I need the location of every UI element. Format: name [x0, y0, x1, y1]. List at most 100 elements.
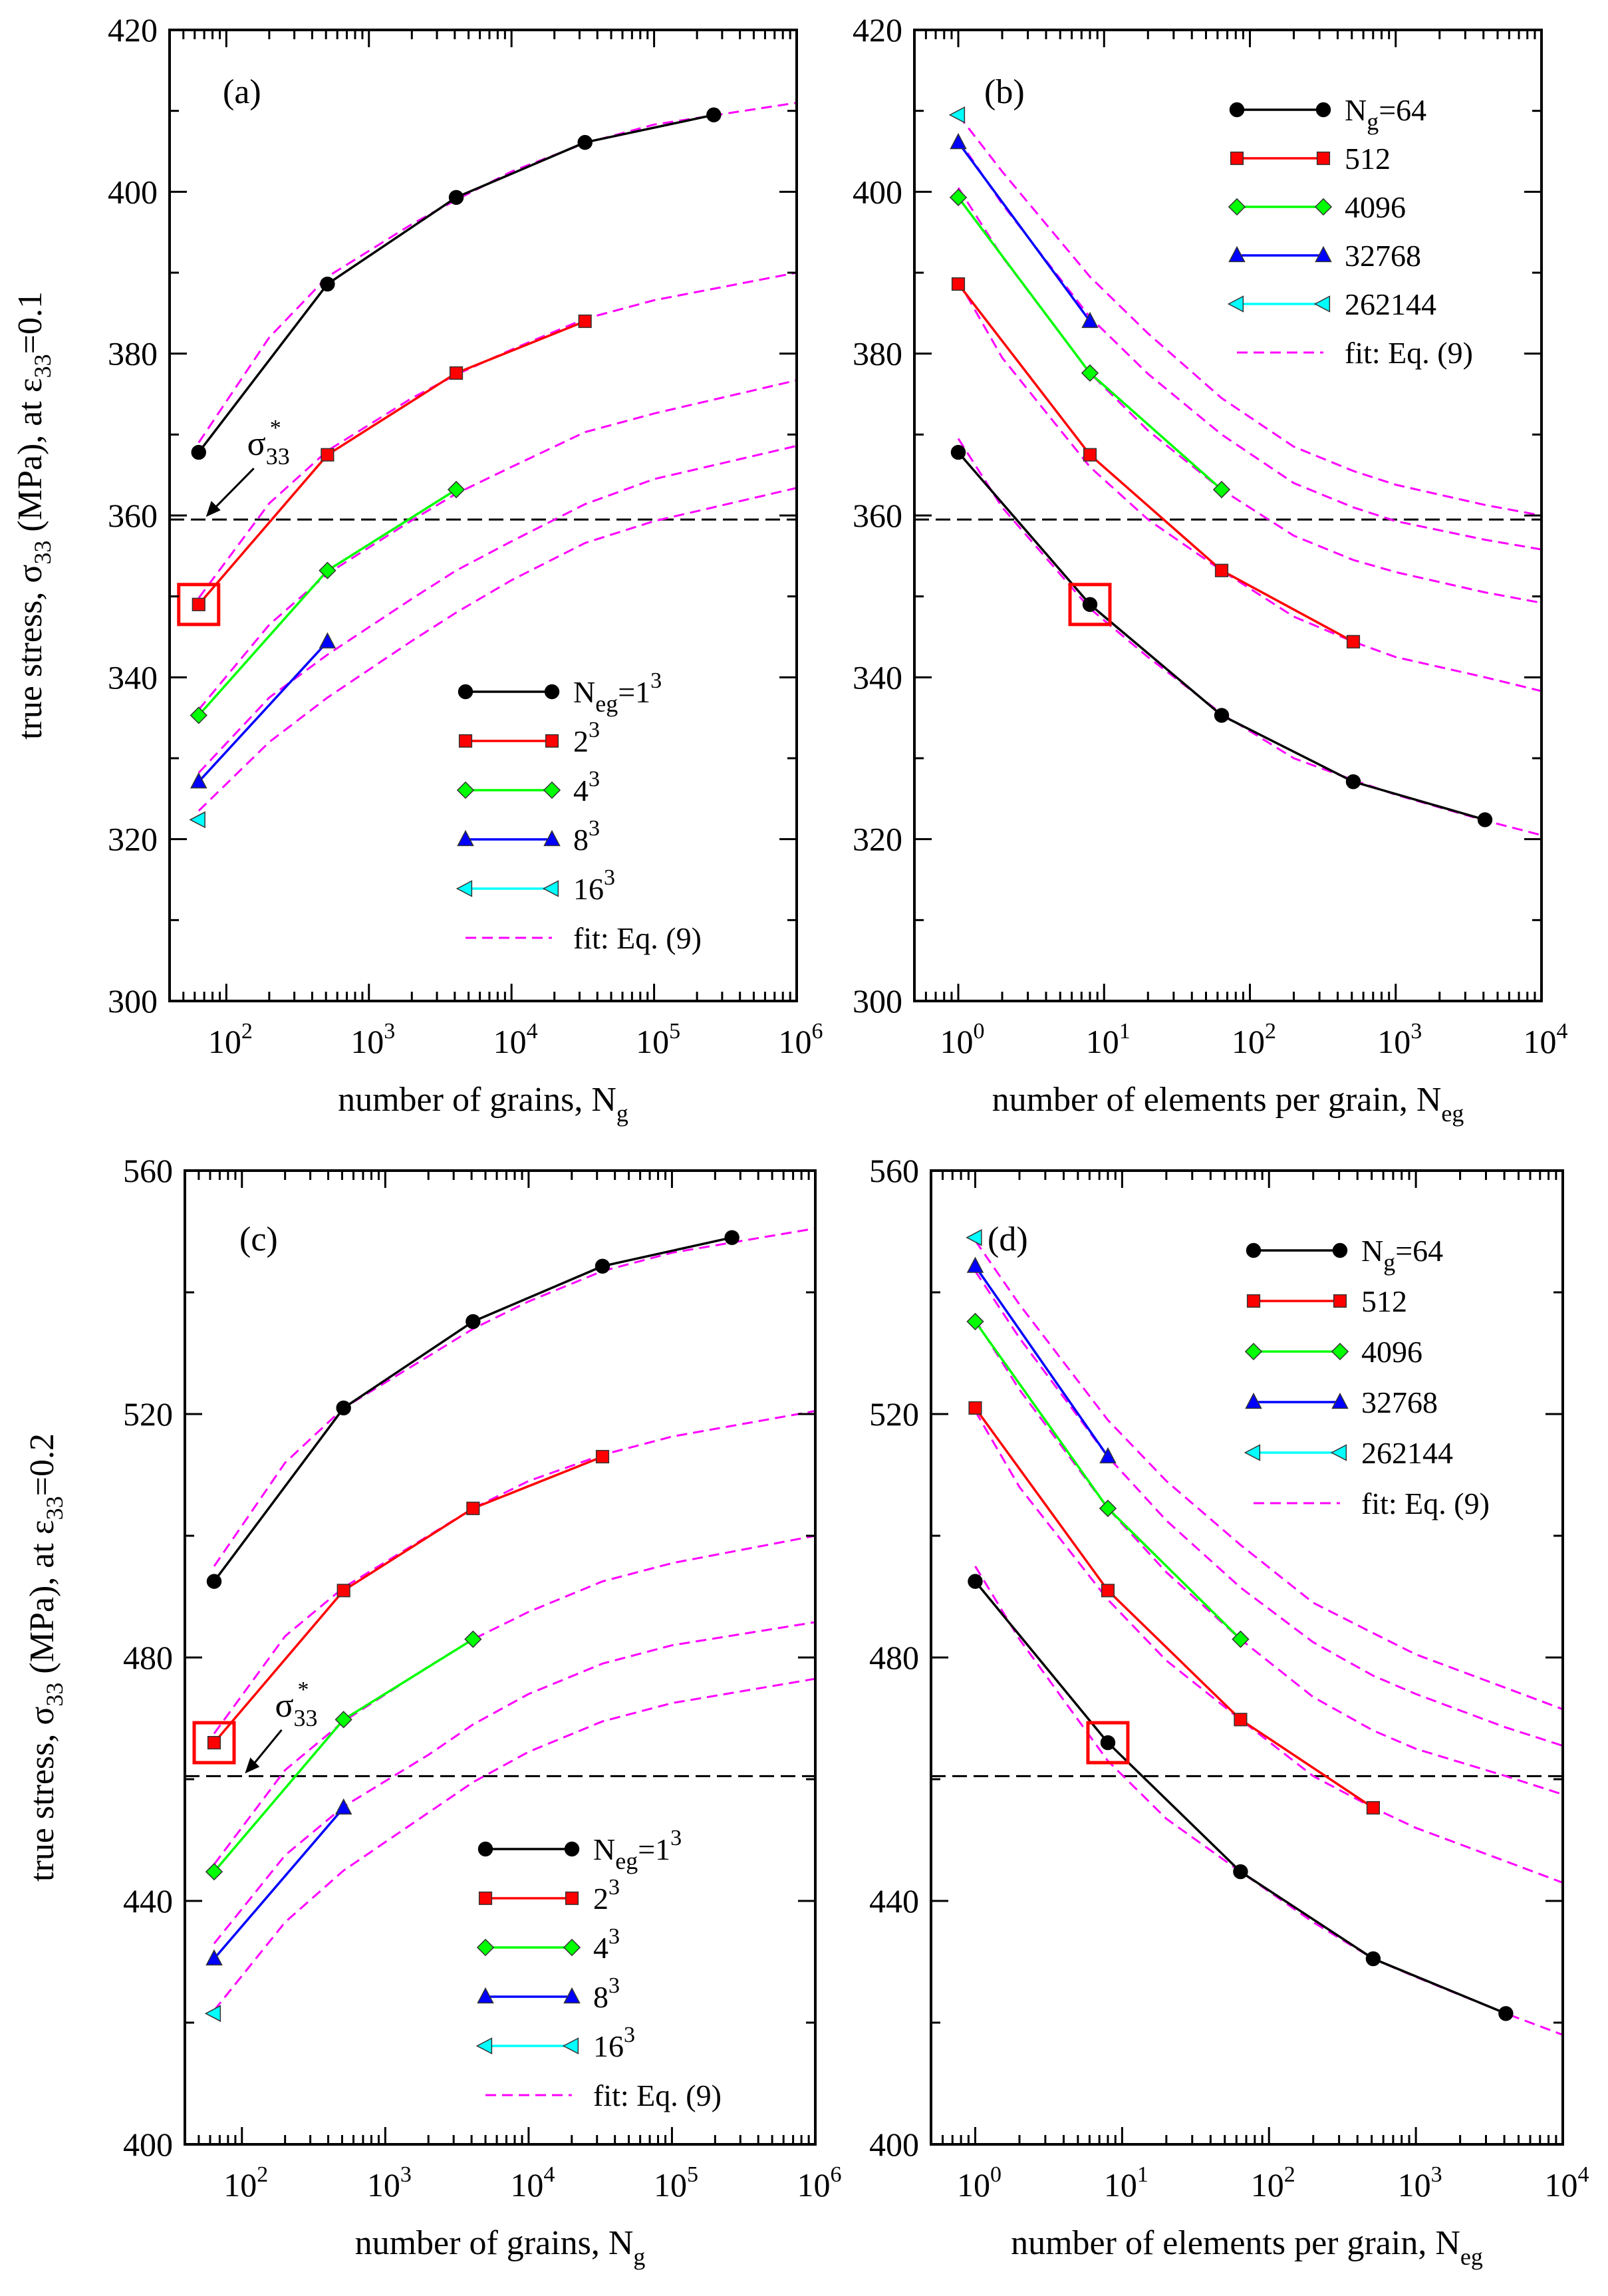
y-tick-value: 560	[123, 1152, 173, 1189]
fit-curve-2	[213, 1409, 815, 1735]
fit-curve-1	[957, 438, 1541, 837]
x-tick-label: 100	[940, 1019, 985, 1060]
plot-frame	[184, 1169, 817, 2146]
y-tick-label: 480	[869, 1639, 919, 1676]
series-line	[213, 1638, 474, 1873]
x-tick-exponent: 3	[1410, 1019, 1422, 1044]
legend-label-main: 512	[1361, 1284, 1407, 1318]
x-tick-label: 102	[1232, 1019, 1276, 1060]
x-tick-base: 10	[1251, 2166, 1284, 2204]
data-point	[950, 444, 966, 460]
data-point	[457, 829, 474, 847]
legend-label-main: 4096	[1345, 190, 1406, 224]
series-line	[213, 1806, 345, 1960]
data-point	[1244, 1342, 1263, 1361]
x-tick-base: 10	[1104, 2166, 1137, 2204]
x-axis-title-main: number of grains, N	[338, 1081, 616, 1119]
y-tick-value: 520	[869, 1395, 919, 1433]
legend-label-main: 512	[1345, 142, 1391, 176]
legend-label-part: =64	[1379, 93, 1426, 127]
data-point	[543, 781, 561, 799]
data-point	[1246, 1294, 1261, 1308]
legend-label: 4096	[1361, 1335, 1422, 1369]
data-point	[466, 1501, 480, 1515]
y-axis-title-subscript: 33	[41, 1683, 68, 1707]
data-point	[563, 1987, 581, 2004]
data-point	[1099, 1499, 1117, 1517]
fit-curve-5	[213, 1677, 815, 2011]
series-1	[191, 107, 722, 460]
x-axis-title-main: number of elements per grain, N	[992, 1081, 1442, 1119]
annotation-superscript: *	[270, 416, 281, 440]
legend-label: 512	[1345, 142, 1391, 176]
series-4	[966, 1256, 1117, 1464]
data-point	[449, 366, 464, 380]
sigma-star-annotation: σ33 *	[275, 1677, 317, 1731]
legend-label: Ng=64	[1345, 93, 1426, 135]
data-point	[1366, 1800, 1381, 1815]
y-tick-label: 300	[853, 982, 902, 1020]
highlight-box	[177, 583, 221, 627]
legend-label-main: N	[593, 1832, 615, 1866]
y-tick-label: 440	[123, 1882, 173, 1920]
y-axis-title: true stress, σ33 (MPa), at ε33=0.2	[23, 1433, 68, 1882]
series-5	[948, 106, 966, 124]
y-tick-label: 340	[108, 658, 158, 696]
data-point	[464, 1630, 482, 1648]
fit-curve-3	[974, 1319, 1563, 1796]
series-2	[192, 314, 592, 611]
legend-label-superscript: 3	[670, 1826, 682, 1850]
legend-label-part: =1	[638, 1832, 670, 1866]
legend-label: 43	[593, 1924, 620, 1965]
x-tick-base: 10	[493, 1023, 527, 1060]
legend-label-main: 262144	[1361, 1436, 1453, 1470]
y-axis-title-part: true stress, σ	[11, 565, 49, 740]
x-tick-exponent: 0	[974, 1019, 985, 1044]
data-point	[319, 561, 336, 579]
y-axis-title-part: =0.2	[23, 1433, 61, 1496]
x-tick-base: 10	[223, 2166, 257, 2204]
x-axis-title-main: number of grains, N	[355, 2224, 634, 2262]
y-tick-value: 440	[869, 1882, 919, 1920]
data-point	[1314, 198, 1333, 216]
series-3	[190, 480, 466, 724]
y-tick-value: 340	[853, 658, 902, 696]
legend: Ng=64 512 4096 32768 262144 fit: Eq. (9)	[1244, 1234, 1490, 1520]
x-axis-title: number of elements per grain, Neg	[1011, 2224, 1483, 2270]
data-point	[190, 772, 207, 789]
legend-label-superscript: 3	[604, 865, 615, 890]
x-tick-exponent: 1	[1137, 2162, 1148, 2187]
fit-curve-5	[198, 487, 797, 812]
legend-label: 32768	[1345, 239, 1421, 273]
data-point	[1346, 635, 1361, 648]
y-tick-value: 300	[853, 982, 902, 1020]
legend-label-superscript: 3	[624, 2023, 635, 2047]
x-tick-label: 105	[654, 2162, 698, 2204]
legend-label-main: 32768	[1345, 239, 1421, 273]
data-point	[1233, 1864, 1248, 1880]
data-point	[478, 1891, 493, 1906]
x-tick-exponent: 6	[831, 2162, 842, 2187]
panel-label: (d)	[988, 1220, 1028, 1258]
annotation-symbol: σ	[247, 425, 266, 463]
y-axis-title: true stress, σ33 (MPa), at ε33=0.1	[11, 291, 56, 740]
legend-label-main: 2	[573, 724, 589, 758]
fit-curve-5	[957, 114, 1541, 517]
series-1	[950, 444, 1493, 827]
legend-label-main: 4096	[1361, 1335, 1422, 1369]
legend-label-main: 262144	[1345, 287, 1436, 321]
x-tick-base: 10	[654, 2166, 687, 2204]
series-5	[189, 811, 205, 829]
data-point	[724, 1230, 739, 1245]
x-tick-exponent: 2	[257, 2162, 268, 2187]
series-3	[966, 1312, 1250, 1648]
x-tick-base: 10	[1398, 2166, 1431, 2204]
legend: Ng=64 512 4096 32768 262144 fit: Eq. (9)	[1227, 93, 1473, 370]
x-tick-base: 10	[957, 2166, 990, 2204]
legend-label-subscript: eg	[615, 1848, 638, 1874]
x-axis-title: number of grains, Ng	[355, 2224, 646, 2270]
series-3	[205, 1630, 482, 1881]
